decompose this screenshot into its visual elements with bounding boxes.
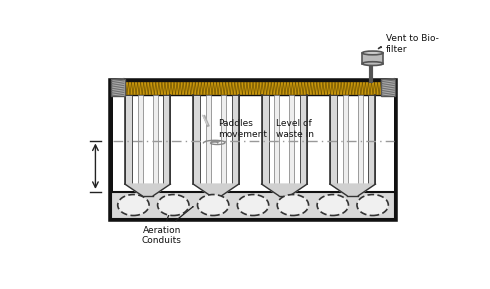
Ellipse shape: [357, 194, 388, 216]
Bar: [274, 95, 279, 184]
Bar: [221, 95, 226, 184]
Ellipse shape: [158, 194, 189, 216]
Polygon shape: [330, 184, 375, 196]
Ellipse shape: [197, 194, 229, 216]
Ellipse shape: [237, 194, 269, 216]
Bar: [111, 79, 125, 96]
Bar: [300, 95, 307, 184]
Bar: [232, 95, 239, 184]
Bar: [289, 95, 294, 184]
Polygon shape: [193, 184, 239, 196]
Bar: [113, 95, 393, 192]
Text: Paddles
movement: Paddles movement: [218, 119, 267, 139]
Bar: [362, 53, 383, 64]
Ellipse shape: [362, 62, 383, 66]
Bar: [206, 95, 211, 184]
Ellipse shape: [317, 194, 348, 216]
Bar: [111, 81, 395, 95]
Bar: [125, 95, 132, 184]
Bar: [152, 95, 158, 184]
Ellipse shape: [362, 51, 383, 55]
Text: Vent to Bio-
filter: Vent to Bio- filter: [386, 34, 439, 54]
Bar: [193, 95, 200, 184]
Text: Level of
waste in: Level of waste in: [276, 119, 314, 139]
Bar: [111, 192, 395, 219]
Ellipse shape: [118, 194, 149, 216]
Bar: [343, 95, 348, 184]
Ellipse shape: [277, 194, 309, 216]
Polygon shape: [262, 184, 307, 196]
Bar: [381, 79, 395, 96]
Bar: [358, 95, 363, 184]
Bar: [111, 81, 395, 219]
Bar: [163, 95, 171, 184]
Bar: [330, 95, 337, 184]
Bar: [368, 95, 375, 184]
Polygon shape: [125, 184, 171, 196]
Text: Aeration
Conduits: Aeration Conduits: [142, 226, 182, 245]
Bar: [138, 95, 143, 184]
Bar: [262, 95, 269, 184]
